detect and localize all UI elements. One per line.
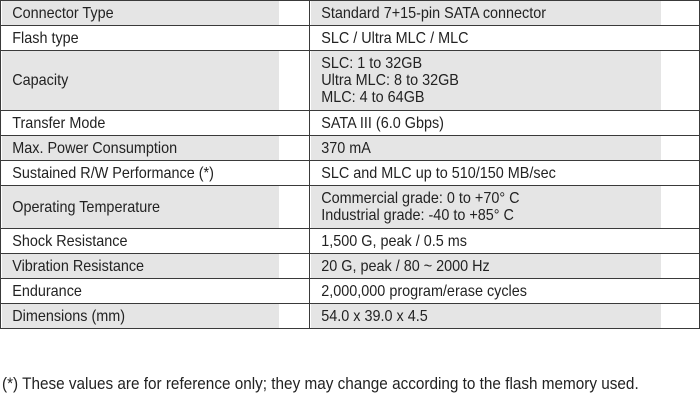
spec-value-line: 370 mA	[320, 139, 371, 157]
spec-value-line: Industrial grade: -40 to +85° C	[320, 207, 514, 224]
spec-row-transfer-mode: Transfer Mode SATA III (6.0 Gbps)	[0, 110, 700, 136]
spec-row-vibration-resistance: Vibration Resistance 20 G, peak / 80 ~ 2…	[0, 253, 700, 279]
spec-label: Dimensions (mm)	[0, 303, 280, 329]
spec-value: Standard 7+15-pin SATA connector	[309, 0, 661, 26]
spec-value: SLC: 1 to 32GB Ultra MLC: 8 to 32GB MLC:…	[309, 50, 661, 111]
spec-value: Commercial grade: 0 to +70° C Industrial…	[309, 185, 661, 229]
spec-row-capacity: Capacity SLC: 1 to 32GB Ultra MLC: 8 to …	[0, 50, 700, 111]
spec-label: Sustained R/W Performance (*)	[0, 160, 280, 186]
spec-value-line: 54.0 x 39.0 x 4.5	[320, 307, 428, 325]
spec-value-line: SLC: 1 to 32GB	[320, 55, 422, 72]
spec-value-line: MLC: 4 to 64GB	[320, 89, 424, 106]
spec-row-operating-temperature: Operating Temperature Commercial grade: …	[0, 185, 700, 229]
footnote: (*) These values are for reference only;…	[2, 374, 639, 393]
spec-row-connector-type: Connector Type Standard 7+15-pin SATA co…	[0, 0, 700, 26]
spec-value-line: Commercial grade: 0 to +70° C	[320, 190, 520, 207]
spec-row-shock-resistance: Shock Resistance 1,500 G, peak / 0.5 ms	[0, 228, 700, 254]
spec-value-line: 1,500 G, peak / 0.5 ms	[320, 232, 467, 250]
spec-label: Operating Temperature	[0, 185, 280, 229]
spec-label: Vibration Resistance	[0, 253, 280, 279]
spec-value: 54.0 x 39.0 x 4.5	[309, 303, 661, 329]
spec-label: Shock Resistance	[0, 228, 280, 254]
spec-value-line: Ultra MLC: 8 to 32GB	[320, 72, 459, 89]
spec-value-line: 2,000,000 program/erase cycles	[320, 282, 527, 300]
spec-value-line: Standard 7+15-pin SATA connector	[320, 4, 546, 22]
spec-row-dimensions: Dimensions (mm) 54.0 x 39.0 x 4.5	[0, 303, 700, 329]
spec-row-flash-type: Flash type SLC / Ultra MLC / MLC	[0, 25, 700, 51]
spec-value: SATA III (6.0 Gbps)	[309, 110, 661, 136]
spec-row-endurance: Endurance 2,000,000 program/erase cycles	[0, 278, 700, 304]
spec-value: 1,500 G, peak / 0.5 ms	[309, 228, 661, 254]
spec-value-line: SATA III (6.0 Gbps)	[320, 114, 444, 132]
spec-value: SLC / Ultra MLC / MLC	[309, 25, 661, 51]
spec-value-line: 20 G, peak / 80 ~ 2000 Hz	[320, 257, 490, 275]
spec-value: 20 G, peak / 80 ~ 2000 Hz	[309, 253, 661, 279]
spec-label: Transfer Mode	[0, 110, 280, 136]
spec-label: Capacity	[0, 50, 280, 111]
spec-value: SLC and MLC up to 510/150 MB/sec	[309, 160, 661, 186]
spec-label: Endurance	[0, 278, 280, 304]
spec-value: 2,000,000 program/erase cycles	[309, 278, 661, 304]
spec-row-rw-performance: Sustained R/W Performance (*) SLC and ML…	[0, 160, 700, 186]
spec-table-body: Connector Type Standard 7+15-pin SATA co…	[0, 0, 700, 329]
spec-value-line: SLC / Ultra MLC / MLC	[320, 29, 468, 47]
spec-table: Connector Type Standard 7+15-pin SATA co…	[0, 0, 700, 329]
spec-label: Max. Power Consumption	[0, 135, 280, 161]
spec-row-max-power: Max. Power Consumption 370 mA	[0, 135, 700, 161]
spec-label: Connector Type	[0, 0, 280, 26]
spec-label: Flash type	[0, 25, 280, 51]
spec-value: 370 mA	[309, 135, 661, 161]
spec-value-line: SLC and MLC up to 510/150 MB/sec	[320, 164, 556, 182]
